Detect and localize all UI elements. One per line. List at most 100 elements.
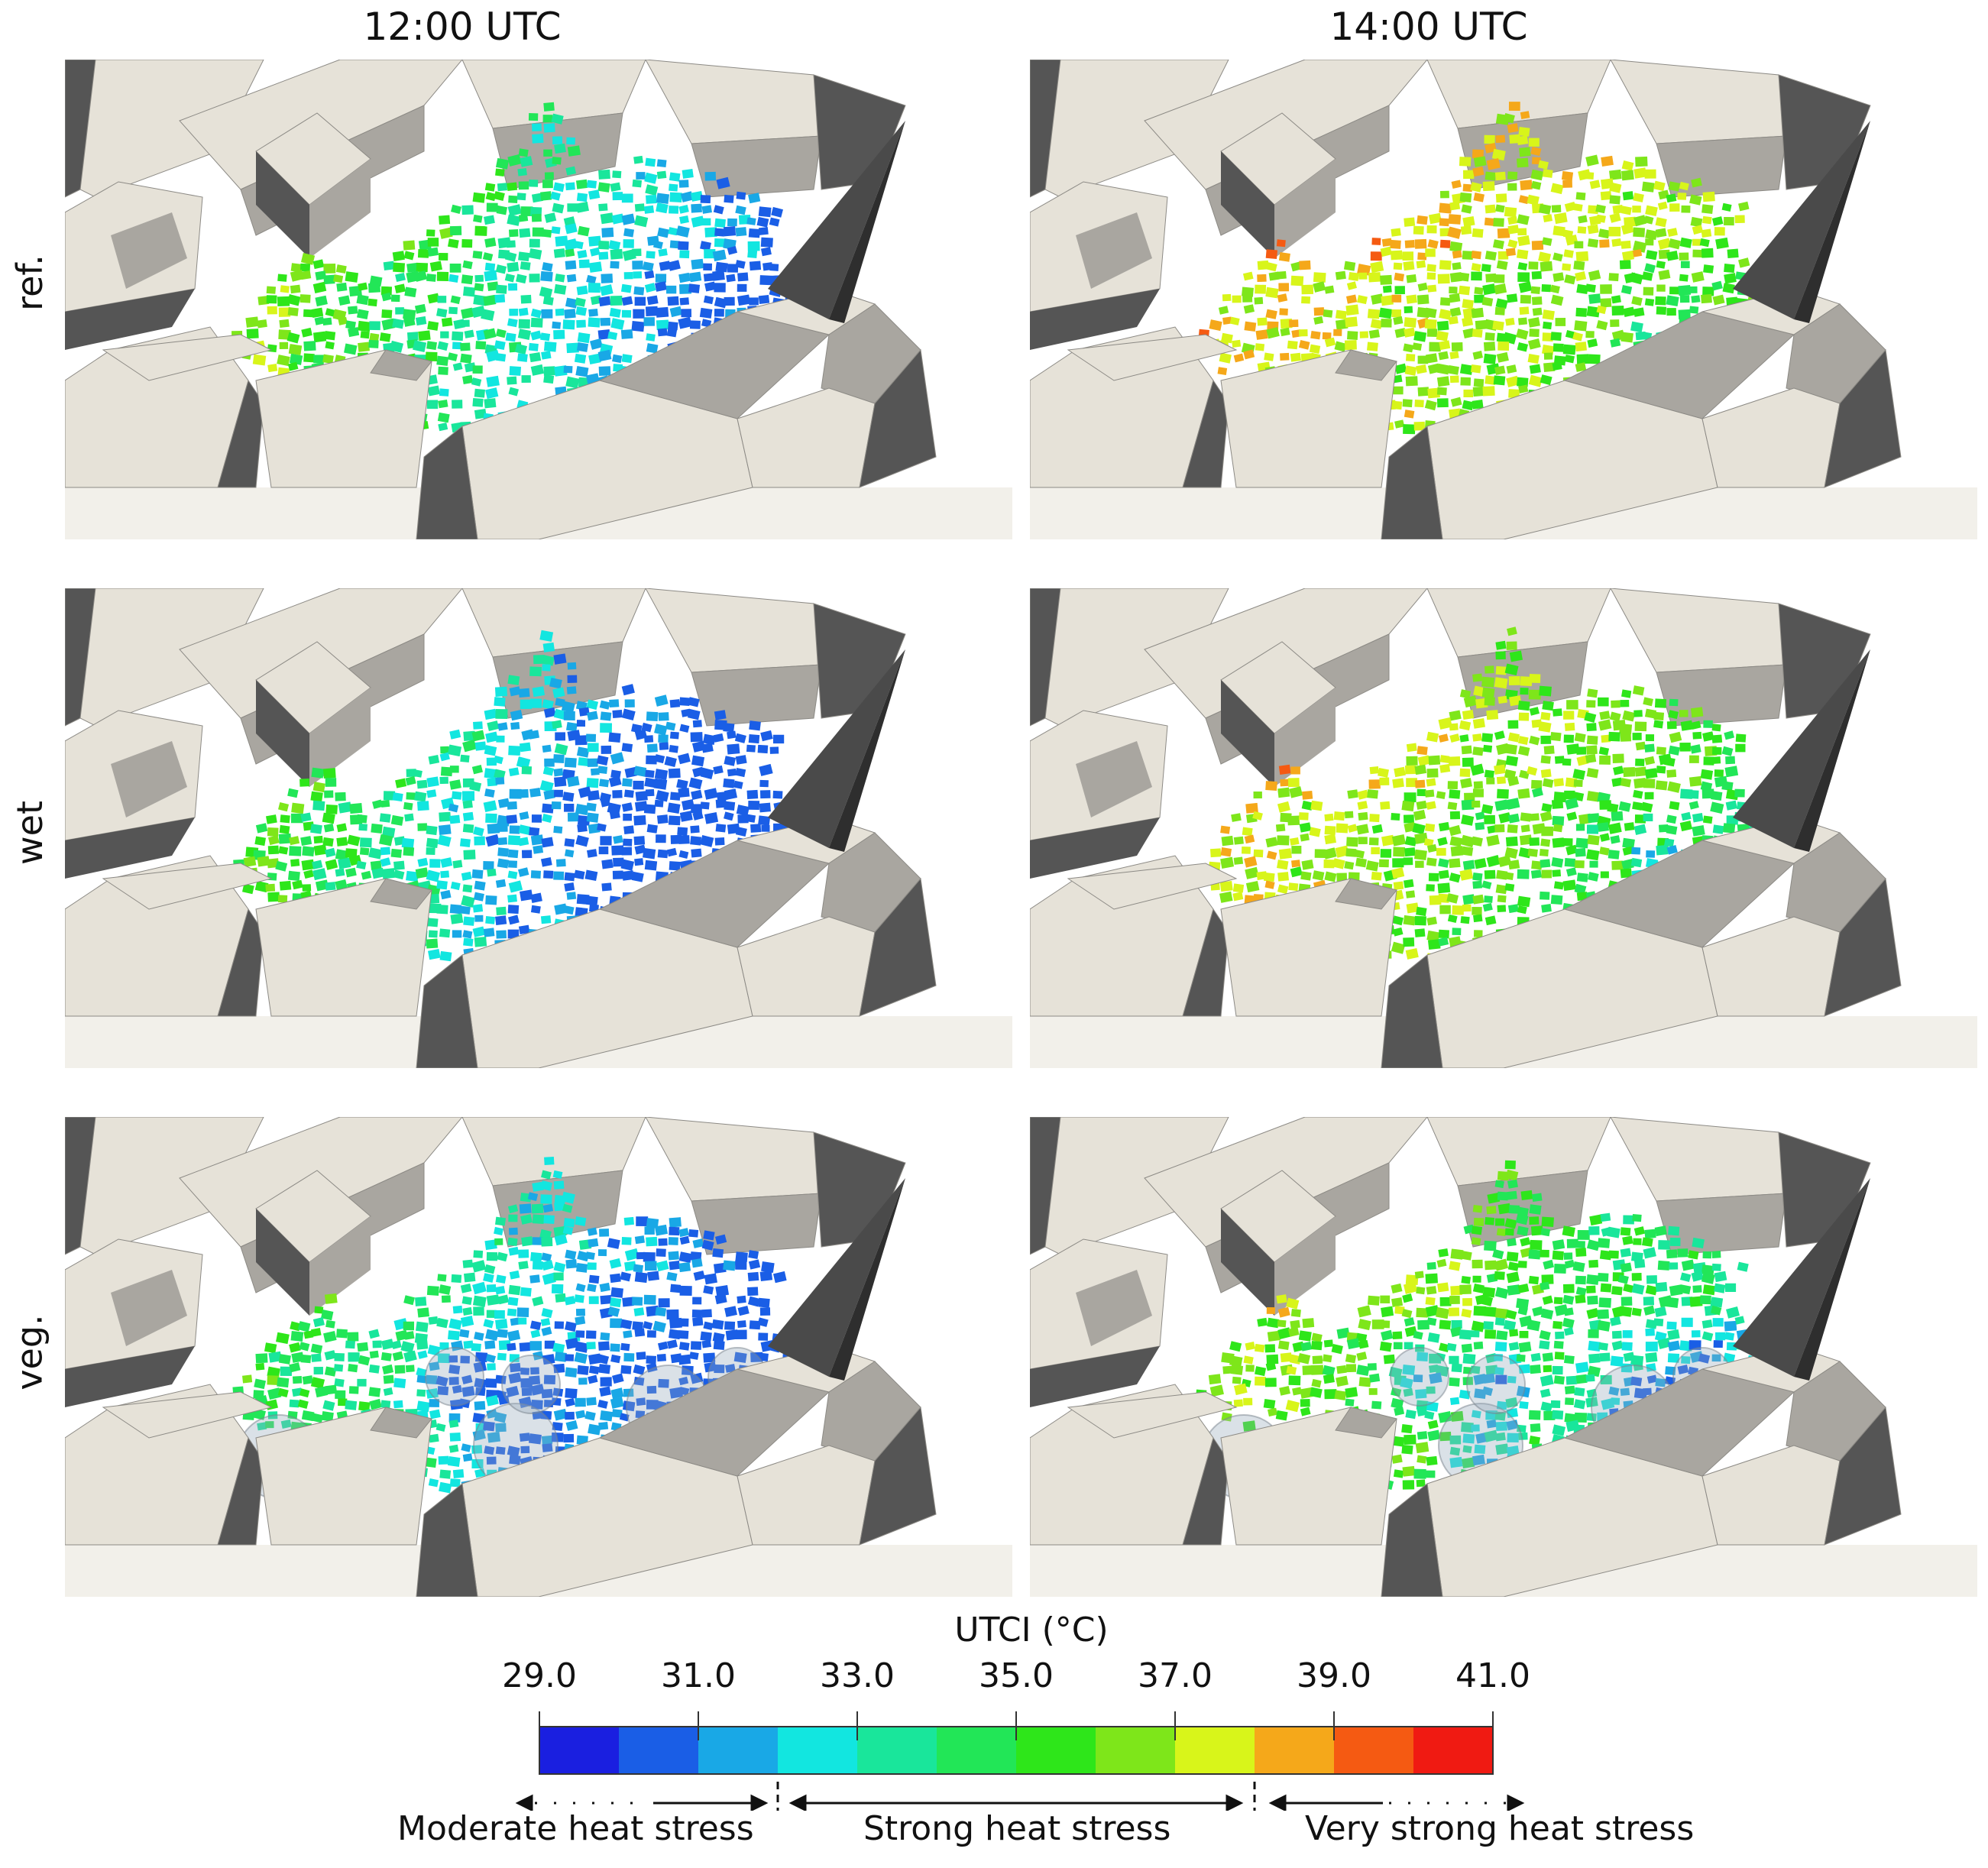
utci-tile — [1507, 171, 1518, 180]
utci-tile — [1335, 845, 1349, 858]
utci-tile — [587, 790, 600, 801]
utci-tile — [1519, 1400, 1529, 1410]
utci-tile — [1309, 827, 1321, 837]
utci-tile — [1242, 1420, 1256, 1432]
utci-tile — [634, 1328, 646, 1337]
utci-tile — [1644, 756, 1656, 766]
utci-tile — [1630, 857, 1643, 868]
utci-tile — [290, 284, 301, 294]
colorbar-ticks — [539, 1711, 1494, 1740]
utci-tile — [646, 194, 657, 204]
utci-tile — [473, 1250, 484, 1258]
utci-tile — [1622, 710, 1636, 722]
utci-tile — [1527, 338, 1541, 350]
utci-tile — [601, 859, 614, 869]
utci-tile — [1517, 895, 1531, 908]
utci-tile — [748, 193, 761, 204]
utci-tile — [562, 319, 575, 330]
utci-tile — [314, 1306, 324, 1314]
utci-tile — [461, 1385, 475, 1397]
utci-tile — [565, 376, 580, 389]
utci-tile — [1517, 869, 1530, 879]
utci-tile — [1553, 212, 1568, 225]
utci-tile — [1496, 351, 1509, 363]
utci-tile — [1448, 316, 1459, 325]
utci-tile — [1552, 815, 1565, 826]
utci-tile — [495, 353, 507, 362]
utci-tile — [461, 205, 474, 215]
utci-tile — [1655, 1281, 1668, 1292]
utci-tile — [448, 1365, 461, 1374]
utci-tile — [482, 252, 494, 261]
utci-tile — [449, 779, 461, 790]
utci-tile — [487, 281, 499, 292]
utci-tile — [1367, 1363, 1377, 1371]
utci-tile — [1669, 203, 1680, 212]
utci-tile — [1575, 1374, 1588, 1384]
utci-tile — [1381, 834, 1395, 847]
utci-tile — [1644, 1229, 1656, 1239]
utci-tile — [666, 328, 678, 338]
utci-tile — [518, 1261, 529, 1270]
utci-tile — [1471, 1330, 1480, 1338]
utci-tile — [403, 316, 416, 327]
utci-tile — [1669, 1284, 1683, 1297]
utci-tile — [1394, 286, 1405, 295]
utci-tile — [462, 1306, 473, 1316]
utci-tile — [1425, 1297, 1436, 1306]
utci-tile — [405, 1365, 415, 1373]
utci-tile — [1391, 1436, 1405, 1447]
utci-tile — [1332, 858, 1345, 869]
utci-tile — [1575, 847, 1586, 857]
utci-tile — [1414, 832, 1428, 844]
utci-tile — [529, 179, 539, 187]
utci-tile — [358, 282, 368, 291]
utci-tile — [691, 804, 702, 814]
utci-tile — [1656, 844, 1669, 856]
utci-tile — [484, 270, 497, 282]
utci-tile — [485, 1394, 499, 1407]
spire-shadow — [829, 1178, 905, 1381]
utci-tile — [1345, 848, 1357, 857]
utci-tile — [554, 776, 567, 787]
utci-tile — [1529, 1216, 1540, 1225]
utci-tile — [1621, 240, 1631, 249]
utci-tile — [549, 677, 562, 689]
utci-tile — [1391, 941, 1406, 954]
utci-tile — [1277, 1306, 1290, 1318]
utci-tile — [322, 837, 334, 847]
utci-tile — [452, 1384, 462, 1394]
utci-tile — [404, 813, 414, 822]
utci-tile — [1619, 260, 1631, 270]
utci-tile — [1277, 860, 1289, 870]
utci-tile — [735, 1329, 747, 1340]
utci-tile — [439, 950, 452, 962]
utci-tile — [1449, 287, 1458, 294]
utci-tile — [664, 756, 677, 768]
utci-tile — [1266, 262, 1277, 272]
utci-tile — [1645, 250, 1658, 261]
utci-tile — [688, 283, 701, 293]
scene-render — [65, 588, 1012, 1068]
utci-tile — [1413, 1374, 1423, 1383]
utci-tile — [1540, 735, 1552, 744]
utci-tile — [498, 1395, 510, 1405]
utci-tile — [643, 317, 655, 326]
utci-tile — [623, 239, 634, 248]
utci-tile — [681, 309, 692, 318]
utci-tile — [356, 814, 367, 824]
utci-tile — [1452, 262, 1462, 270]
utci-tile — [483, 1273, 494, 1283]
utci-tile — [646, 1330, 656, 1338]
utci-tile — [1508, 1205, 1520, 1214]
utci-tile — [277, 296, 290, 307]
utci-tile — [643, 1321, 653, 1330]
utci-tile — [757, 1317, 769, 1327]
utci-tile — [540, 191, 552, 201]
utci-tile — [644, 735, 654, 743]
utci-tile — [437, 296, 447, 303]
utci-tile — [356, 860, 367, 870]
utci-tile — [325, 859, 338, 870]
building-wall — [1030, 817, 1160, 879]
utci-tile — [1449, 872, 1461, 883]
